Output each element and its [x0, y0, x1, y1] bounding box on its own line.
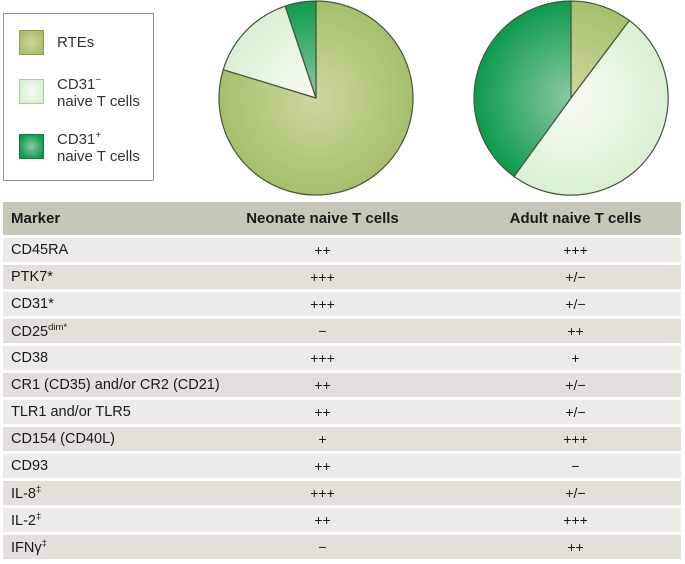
rtes-swatch-icon: [19, 30, 44, 55]
legend-item-rtes: RTEs: [19, 30, 143, 55]
neonate-value-cell: −: [318, 539, 327, 555]
pie-chart-neonate: [218, 0, 414, 196]
adult-value-cell: +/−: [565, 269, 586, 285]
marker-cell: CD45RA: [11, 242, 69, 258]
adult-value-cell: +/−: [565, 485, 586, 501]
legend-item-cd31pos: CD31+ naive T cells: [19, 127, 143, 165]
table-row: IL-2‡ ++ +++: [3, 508, 681, 532]
adult-value-cell: +++: [563, 431, 588, 447]
neonate-value-cell: ++: [314, 404, 331, 420]
legend-label-cd31neg: CD31− naive T cells: [57, 75, 140, 110]
marker-cell: IL-8‡: [11, 484, 42, 502]
column-header-neonate: Neonate naive T cells: [246, 210, 399, 227]
table-row: TLR1 and/or TLR5 ++ +/−: [3, 400, 681, 424]
adult-value-cell: ++: [567, 323, 584, 339]
legend-label-cd31pos: CD31+ naive T cells: [57, 130, 140, 165]
adult-value-cell: +++: [563, 512, 588, 528]
adult-value-cell: +/−: [565, 377, 586, 393]
table-row: IFNγ‡ − ++: [3, 535, 681, 559]
column-header-adult: Adult naive T cells: [509, 210, 642, 227]
marker-cell: CD38: [11, 350, 49, 366]
table-row: PTK7* +++ +/−: [3, 265, 681, 289]
marker-table: Marker Neonate naive T cells Adult naive…: [3, 202, 681, 559]
pie-slice-cd31pos: [473, 0, 572, 178]
marker-cell: IFNγ‡: [11, 538, 47, 556]
adult-value-cell: +/−: [565, 404, 586, 420]
column-header-marker: Marker: [11, 210, 61, 227]
marker-cell: CD25dim*: [11, 322, 68, 340]
adult-value-cell: −: [571, 458, 580, 474]
table-row: CD25dim* − ++: [3, 319, 681, 343]
table-row: CD31* +++ +/−: [3, 292, 681, 316]
pie-chart-adult: [473, 0, 669, 196]
adult-value-cell: +++: [563, 242, 588, 258]
cd31neg-swatch-icon: [19, 78, 44, 104]
table-row: IL-8‡ +++ +/−: [3, 481, 681, 505]
neonate-value-cell: −: [318, 323, 327, 339]
legend-box: RTEs CD31− naive T cells CD31+ naive T cel…: [3, 13, 154, 181]
neonate-value-cell: +++: [310, 350, 335, 366]
neonate-value-cell: ++: [314, 377, 331, 393]
legend-label-rtes: RTEs: [57, 34, 95, 51]
marker-cell: TLR1 and/or TLR5: [11, 404, 131, 420]
legend-item-cd31neg: CD31− naive T cells: [19, 72, 143, 110]
table-row: CD45RA ++ +++: [3, 238, 681, 262]
marker-cell: IL-2‡: [11, 511, 42, 529]
neonate-value-cell: ++: [314, 458, 331, 474]
adult-value-cell: +/−: [565, 296, 586, 312]
neonate-value-cell: ++: [314, 242, 331, 258]
adult-value-cell: ++: [567, 539, 584, 555]
marker-cell: PTK7*: [11, 269, 53, 285]
cd31pos-swatch-icon: [19, 133, 44, 159]
adult-value-cell: +: [571, 350, 580, 366]
table-row: CD154 (CD40L) + +++: [3, 427, 681, 451]
neonate-value-cell: +++: [310, 269, 335, 285]
pie-slice-cd31neg: [513, 19, 669, 196]
table-header-row: Marker Neonate naive T cells Adult naive…: [3, 202, 681, 235]
neonate-value-cell: +++: [310, 296, 335, 312]
neonate-value-cell: ++: [314, 512, 331, 528]
table-row: CR1 (CD35) and/or CR2 (CD21) ++ +/−: [3, 373, 681, 397]
table-body: CD45RA ++ +++ PTK7* +++ +/− CD31* +++ +/− CD25dim…: [3, 238, 681, 559]
table-row: CD38 +++ +: [3, 346, 681, 370]
neonate-value-cell: +: [318, 431, 327, 447]
pie-slice-cd31pos: [284, 0, 317, 99]
neonate-value-cell: +++: [310, 485, 335, 501]
marker-cell: CR1 (CD35) and/or CR2 (CD21): [11, 377, 220, 393]
marker-cell: CD154 (CD40L): [11, 431, 115, 447]
marker-cell: CD31*: [11, 296, 54, 312]
table-row: CD93 ++ −: [3, 454, 681, 478]
marker-cell: CD93: [11, 458, 49, 474]
